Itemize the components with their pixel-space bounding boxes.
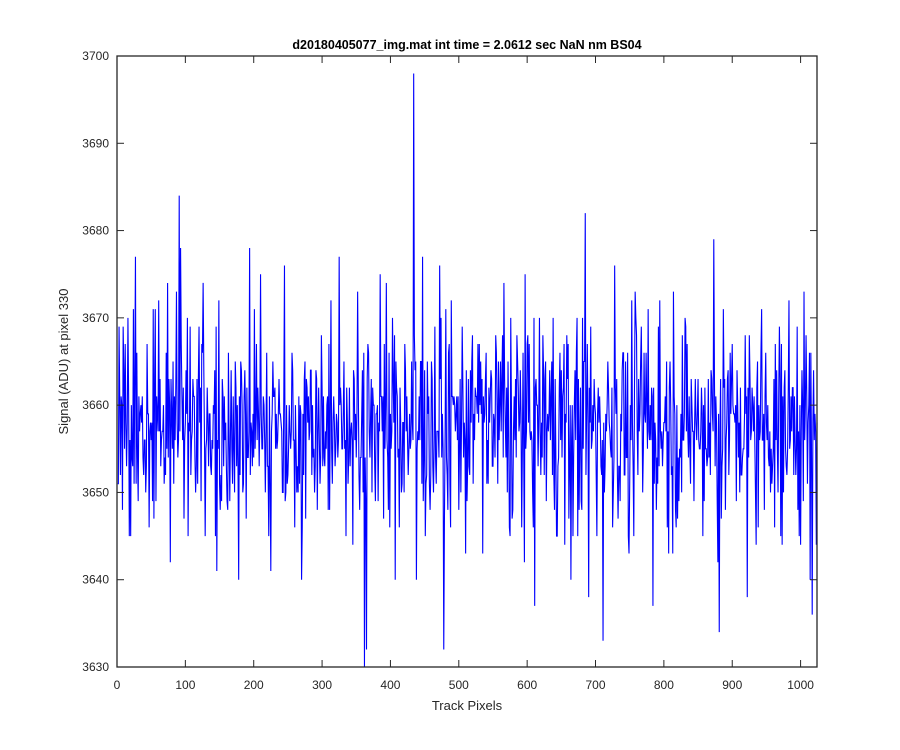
plot-area	[117, 56, 817, 667]
axes-box	[116, 55, 818, 668]
x-tick-label: 900	[722, 678, 742, 692]
x-tick-label: 0	[114, 678, 121, 692]
y-tick-label: 3650	[82, 485, 109, 499]
x-tick-label: 300	[312, 678, 332, 692]
x-axis-label: Track Pixels	[432, 698, 503, 713]
x-tick-label: 800	[654, 678, 674, 692]
y-tick-label: 3640	[82, 573, 109, 587]
y-tick-label: 3660	[82, 398, 109, 412]
x-tick-label: 100	[175, 678, 195, 692]
data-layer	[117, 73, 818, 668]
chart-title: d20180405077_img.mat int time = 2.0612 s…	[292, 38, 641, 52]
x-tick-label: 200	[244, 678, 264, 692]
x-axis: 0 100 200 300 400 500 600 700 800 900 1000	[114, 56, 814, 692]
y-tick-label: 3690	[82, 136, 109, 150]
x-tick-label: 1000	[787, 678, 814, 692]
y-axis-label: Signal (ADU) at pixel 330	[56, 289, 71, 435]
y-axis: 3630 3640 3650 3660 3670 3680 3690 3700	[82, 49, 817, 674]
x-tick-label: 600	[517, 678, 537, 692]
y-tick-label: 3700	[82, 49, 109, 63]
signal-series-line	[117, 73, 818, 668]
y-tick-label: 3670	[82, 311, 109, 325]
x-tick-label: 500	[449, 678, 469, 692]
x-tick-label: 700	[586, 678, 606, 692]
x-tick-label: 400	[380, 678, 400, 692]
y-tick-label: 3630	[82, 660, 109, 674]
y-tick-label: 3680	[82, 224, 109, 238]
